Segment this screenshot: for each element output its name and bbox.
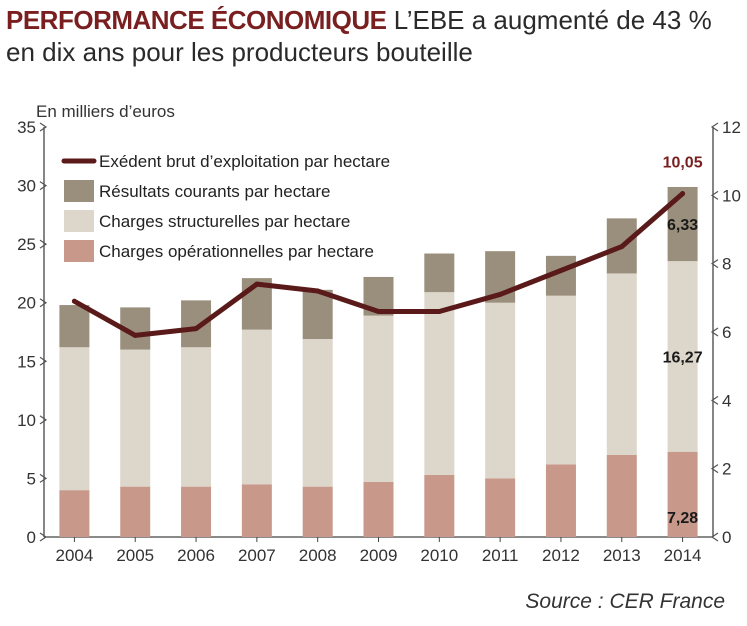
ebe-point — [619, 244, 625, 250]
legend-label: Résultats courants par hectare — [99, 182, 331, 201]
bar-segment — [120, 486, 151, 537]
legend-swatch — [64, 210, 94, 232]
x-tick-label: 2008 — [299, 546, 337, 565]
x-tick-label: 2012 — [542, 546, 580, 565]
ebe-point — [558, 268, 564, 273]
y-tick-right — [710, 190, 719, 200]
bar-segment — [606, 455, 637, 537]
y-tick-left — [39, 473, 48, 483]
bar-segment — [545, 464, 576, 537]
ebe-point — [376, 309, 381, 314]
ebe-point — [315, 288, 321, 294]
data-label: 10,05 — [663, 155, 703, 172]
y-tick-label-left: 35 — [17, 118, 36, 137]
y-tick-label-left: 10 — [17, 411, 36, 430]
legend-swatch — [64, 180, 94, 202]
y-tick-label-left: 25 — [17, 235, 36, 254]
y-tick-left — [39, 356, 48, 366]
ebe-point — [497, 291, 503, 297]
title-kicker: PERFORMANCE ÉCONOMIQUE — [6, 5, 387, 35]
y-tick-left — [39, 415, 48, 425]
data-label: 7,28 — [667, 510, 698, 527]
bar-segment — [59, 490, 90, 537]
ebe-point — [193, 326, 199, 332]
x-tick-label: 2006 — [177, 546, 215, 565]
bar-segment — [424, 253, 455, 293]
bar-segment — [302, 289, 333, 340]
y-tick-right — [710, 327, 719, 337]
bar-segment — [485, 478, 516, 537]
y-tick-right — [710, 259, 719, 269]
ebe-point — [680, 191, 686, 197]
bar-segment — [485, 302, 516, 479]
x-tick-label: 2010 — [420, 546, 458, 565]
y-tick-label-right: 2 — [722, 460, 731, 479]
ebe-point — [254, 281, 260, 287]
y-tick-label-left: 20 — [17, 294, 36, 313]
bar-segment — [363, 481, 394, 537]
ebe-point — [71, 298, 77, 304]
bar-segment — [181, 347, 212, 487]
x-tick-label: 2009 — [360, 546, 398, 565]
bar-segment — [302, 339, 333, 487]
y-tick-label-left: 30 — [17, 177, 36, 196]
y-tick-label-left: 5 — [27, 469, 36, 488]
y-tick-label-right: 6 — [722, 323, 731, 342]
y-axis-title: En milliers d’euros — [36, 102, 175, 121]
legend-swatch — [64, 240, 94, 262]
chart-title: PERFORMANCE ÉCONOMIQUE L’EBE a augmenté … — [6, 4, 741, 68]
bar-segment — [241, 329, 272, 485]
y-tick-label-right: 0 — [722, 528, 731, 547]
y-tick-left — [39, 239, 48, 249]
bar-segment — [120, 349, 151, 487]
legend-label: Charges opérationnelles par hectare — [99, 242, 374, 261]
y-tick-left — [39, 298, 48, 308]
y-tick-left — [39, 181, 48, 191]
y-tick-right — [710, 532, 719, 542]
x-tick-label: 2014 — [664, 546, 702, 565]
title-text: L’EBE a augmenté de 43 % en dix ans pour… — [6, 5, 712, 67]
x-tick-label: 2007 — [238, 546, 276, 565]
bar-segment — [241, 484, 272, 537]
bar-segment — [302, 486, 333, 537]
bar-segment — [363, 315, 394, 482]
data-label: 6,33 — [667, 217, 698, 234]
source-note: Source : CER France — [525, 590, 725, 613]
x-tick-label: 2011 — [482, 546, 519, 565]
y-tick-label-left: 15 — [17, 352, 36, 371]
y-tick-right — [710, 464, 719, 474]
y-tick-left — [39, 122, 48, 132]
ebe-point — [132, 332, 138, 338]
bar-segment — [59, 305, 90, 348]
x-tick-label: 2004 — [55, 546, 93, 565]
y-tick-label-right: 12 — [722, 118, 741, 137]
bar-segment — [667, 451, 698, 537]
bar-segment — [181, 486, 212, 537]
x-tick-label: 2005 — [116, 546, 154, 565]
ebe-point — [436, 309, 442, 314]
data-label: 16,27 — [663, 349, 703, 366]
bar-segment — [59, 347, 90, 491]
y-tick-left — [39, 532, 48, 542]
y-tick-label-right: 4 — [722, 391, 731, 410]
y-tick-right — [710, 122, 719, 132]
y-tick-right — [710, 395, 719, 405]
y-tick-label-right: 8 — [722, 255, 731, 274]
x-tick-label: 2013 — [603, 546, 641, 565]
bar-segment — [606, 273, 637, 455]
y-tick-label-right: 10 — [722, 186, 741, 205]
bar-segment — [424, 474, 455, 537]
legend-label: Charges structurelles par hectare — [99, 212, 350, 231]
legend-label: Exédent brut d’exploitation par hectare — [99, 152, 390, 171]
bar-segment — [545, 295, 576, 465]
y-tick-label-left: 0 — [27, 528, 36, 547]
bar-segment — [424, 292, 455, 475]
bar-segment — [667, 261, 698, 452]
